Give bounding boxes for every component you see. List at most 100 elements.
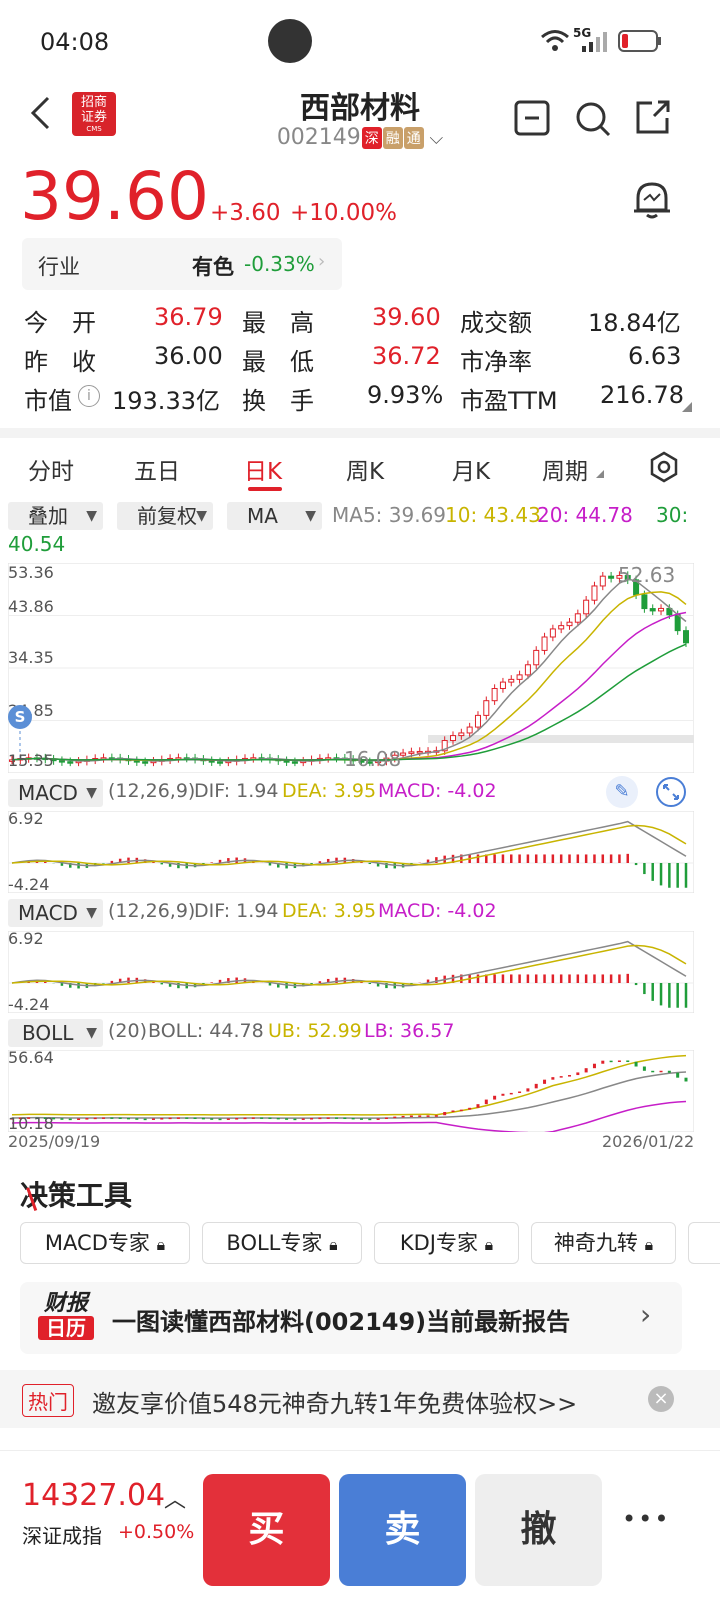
stock-code-row[interactable]: 002149 深融通 ⌵ xyxy=(0,125,720,150)
candle-body xyxy=(516,674,523,680)
divider xyxy=(0,428,720,438)
boll-candle xyxy=(376,1118,380,1120)
boll-params: (20) xyxy=(108,1020,148,1042)
boll-candle xyxy=(426,1115,430,1117)
expand-corner-icon[interactable] xyxy=(682,402,692,412)
search-icon[interactable] xyxy=(574,100,612,138)
candle-body xyxy=(583,599,590,615)
settings-icon[interactable] xyxy=(648,451,680,483)
boll-candle xyxy=(335,1117,339,1119)
candle-body xyxy=(549,628,556,638)
macd1-chart[interactable] xyxy=(8,811,694,893)
macd1-dropdown[interactable]: MACD xyxy=(8,779,103,807)
high-label: 最 高 xyxy=(242,309,314,337)
boll-candle xyxy=(667,1070,671,1073)
dea-line xyxy=(11,824,687,866)
tool-more-partial[interactable] xyxy=(688,1222,720,1264)
boll-candle xyxy=(102,1117,106,1119)
boll-candle xyxy=(568,1075,572,1077)
candle-body xyxy=(458,732,465,737)
tool-label: BOLL专家 xyxy=(226,1231,323,1255)
calendar-logo-bottom: 日历 xyxy=(38,1316,94,1340)
share-icon[interactable] xyxy=(634,98,672,136)
candle-body xyxy=(683,630,689,644)
pe-value: 216.78 xyxy=(600,381,684,409)
boll-candle xyxy=(243,1117,247,1120)
index-value[interactable]: 14327.04 xyxy=(22,1478,166,1513)
tab-period[interactable]: 周期 xyxy=(542,459,588,485)
tool-macd-expert[interactable]: MACD专家 🔒︎ xyxy=(20,1222,190,1264)
boll-dropdown[interactable]: BOLL xyxy=(8,1019,103,1047)
back-icon[interactable] xyxy=(28,95,54,131)
cancel-button[interactable]: 撤 xyxy=(475,1474,602,1586)
tab-intraday[interactable]: 分时 xyxy=(28,459,74,485)
candle-body xyxy=(499,681,506,690)
ma30-line xyxy=(11,643,687,761)
alert-bell-icon[interactable] xyxy=(632,178,672,220)
tool-magic-nine[interactable]: 神奇九转 🔒︎ xyxy=(531,1222,676,1264)
tab-five-day[interactable]: 五日 xyxy=(134,459,180,485)
low-value: 36.72 xyxy=(372,342,441,370)
open-value: 36.79 xyxy=(154,303,223,331)
more-icon[interactable]: ••• xyxy=(622,1505,671,1533)
candle-body xyxy=(533,649,540,666)
turnover-label: 成交额 xyxy=(460,309,532,337)
buy-button[interactable]: 买 xyxy=(203,1474,330,1586)
boll-candle xyxy=(77,1118,81,1120)
tool-kdj-expert[interactable]: KDJ专家 🔒︎ xyxy=(374,1222,519,1264)
overlay-dropdown[interactable]: 叠加 xyxy=(8,502,103,530)
ma30-value: 40.54 xyxy=(8,532,66,556)
macd2-dropdown[interactable]: MACD xyxy=(8,899,103,927)
mcap-value: 193.33亿 xyxy=(112,387,220,415)
kline-chart[interactable] xyxy=(8,563,694,773)
indicator-dropdown[interactable]: MA xyxy=(227,502,322,530)
macd1-params: (12,26,9) xyxy=(108,780,196,802)
boll-candle xyxy=(359,1118,363,1120)
boll-candle xyxy=(310,1118,314,1120)
earnings-banner[interactable]: 财报 日历 一图读懂西部材料(002149)当前最新报告 › xyxy=(20,1282,682,1354)
candle-body xyxy=(491,688,498,702)
edit-icon[interactable]: ✎ xyxy=(606,776,638,808)
minimize-icon[interactable] xyxy=(514,100,550,136)
boll-candle xyxy=(235,1118,239,1120)
boll-candle xyxy=(193,1117,197,1120)
hot-promo-bar[interactable]: 热门 邀友享价值548元神奇九转1年免费体验权>> × xyxy=(0,1370,720,1428)
boll-candle xyxy=(584,1068,588,1073)
ma30-label: 30: xyxy=(656,503,689,527)
boll-candle xyxy=(676,1072,680,1078)
kline-y-label-2: 43.86 xyxy=(8,597,54,616)
candle-body xyxy=(483,700,490,716)
tab-daily-k[interactable]: 日K xyxy=(244,459,283,485)
boll-frame xyxy=(8,1050,694,1132)
adjust-dropdown[interactable]: 前复权 xyxy=(117,502,213,530)
close-icon[interactable]: × xyxy=(648,1386,674,1412)
signal-badge[interactable]: S xyxy=(8,705,32,729)
banner-text: 一图读懂西部材料(002149)当前最新报告 xyxy=(112,1308,571,1336)
boll-candle xyxy=(168,1117,172,1120)
tool-boll-expert[interactable]: BOLL专家 🔒︎ xyxy=(202,1222,362,1264)
macd2-macd: MACD: -4.02 xyxy=(378,900,497,922)
chevron-up-icon[interactable]: ︿ xyxy=(164,1488,187,1513)
fullscreen-icon[interactable] xyxy=(655,776,687,808)
kline-max-label: 52.63 xyxy=(618,563,676,587)
index-change: +0.50% xyxy=(118,1521,195,1543)
open-label: 今 开 xyxy=(24,309,96,337)
boll-value: BOLL: 44.78 xyxy=(148,1020,264,1042)
lock-icon: 🔒︎ xyxy=(329,1235,338,1254)
boll-chart[interactable] xyxy=(8,1050,694,1132)
candle-body xyxy=(283,760,290,763)
macd2-y-bottom: -4.24 xyxy=(8,995,50,1014)
broker-logo: 招商证券 CMS xyxy=(72,92,116,136)
candle-body xyxy=(67,761,74,764)
macd2-chart[interactable] xyxy=(8,931,694,1013)
tab-monthly-k[interactable]: 月K xyxy=(452,459,491,485)
boll-candle xyxy=(276,1117,280,1120)
signal-badge-text: S xyxy=(14,708,26,726)
sell-button[interactable]: 卖 xyxy=(339,1474,466,1586)
boll-candle xyxy=(35,1117,39,1119)
info-icon[interactable]: i xyxy=(78,385,100,407)
boll-candle xyxy=(118,1117,122,1119)
boll-candle xyxy=(468,1107,472,1110)
tab-weekly-k[interactable]: 周K xyxy=(346,459,385,485)
industry-box[interactable]: 行业 有色 -0.33% › xyxy=(22,238,342,290)
